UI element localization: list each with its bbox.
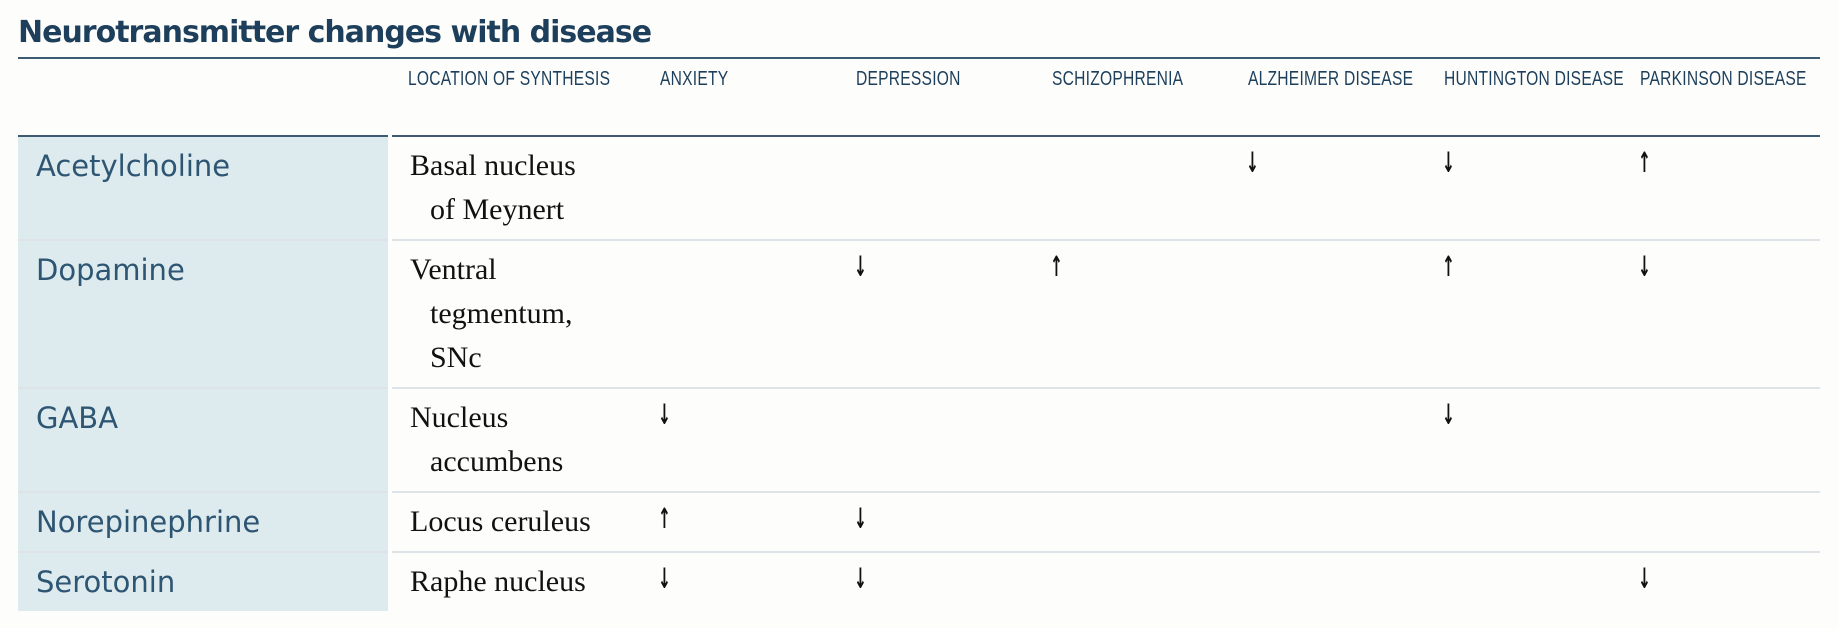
up-arrow-icon: ↑ xyxy=(1442,250,1455,283)
location-line: of Meynert xyxy=(430,193,565,226)
effect-cell-parkinson: ↓ xyxy=(1622,240,1820,388)
effect-cell-anxiety: ↑ xyxy=(642,492,838,552)
effect-cell-depression xyxy=(838,136,1034,240)
effect-cell-huntington xyxy=(1426,492,1622,552)
column-header-anxiety: ANXIETY xyxy=(660,68,729,90)
effect-cell-parkinson: ↑ xyxy=(1622,136,1820,240)
table-body: Acetylcholine Basal nucleus of Meynert ↓ ↓ ↑ D… xyxy=(18,136,1820,611)
effect-cell-alzheimer xyxy=(1230,552,1426,611)
effect-cell-huntington xyxy=(1426,552,1622,611)
location-line: Basal nucleus xyxy=(410,149,576,182)
table-row: GABA Nucleus accumbens ↓ ↓ xyxy=(18,388,1820,492)
location-line: tegmentum, xyxy=(430,297,573,330)
column-header-schizophrenia: SCHIZOPHRENIA xyxy=(1052,68,1184,90)
effect-cell-alzheimer xyxy=(1230,240,1426,388)
down-arrow-icon: ↓ xyxy=(1638,250,1651,283)
location-line: Nucleus xyxy=(410,401,509,434)
effect-cell-schizophrenia xyxy=(1034,552,1230,611)
location-of-synthesis-cell: Raphe nucleus xyxy=(390,552,642,611)
location-line: Ventral xyxy=(410,253,497,286)
effect-cell-depression: ↓ xyxy=(838,492,1034,552)
table-row: Serotonin Raphe nucleus ↓ ↓ ↓ xyxy=(18,552,1820,611)
column-header-parkinson: PARKINSON DISEASE xyxy=(1640,68,1807,90)
down-arrow-icon: ↓ xyxy=(1638,562,1651,595)
effect-cell-alzheimer xyxy=(1230,388,1426,492)
down-arrow-icon: ↓ xyxy=(1246,146,1259,179)
table-row: Acetylcholine Basal nucleus of Meynert ↓ ↓ ↑ xyxy=(18,136,1820,240)
down-arrow-icon: ↓ xyxy=(854,562,867,595)
effect-cell-parkinson: ↓ xyxy=(1622,552,1820,611)
effect-cell-schizophrenia xyxy=(1034,492,1230,552)
effect-cell-alzheimer: ↓ xyxy=(1230,136,1426,240)
up-arrow-icon: ↑ xyxy=(1050,250,1063,283)
effect-cell-anxiety xyxy=(642,136,838,240)
location-line: accumbens xyxy=(430,445,564,478)
down-arrow-icon: ↓ xyxy=(658,562,671,595)
neurotransmitter-name: Dopamine xyxy=(18,240,392,388)
effect-cell-parkinson xyxy=(1622,492,1820,552)
effect-cell-depression xyxy=(838,388,1034,492)
table-row: Dopamine Ventral tegmentum, SNc ↓ ↑ ↑ ↓ xyxy=(18,240,1820,388)
location-of-synthesis-cell: Basal nucleus of Meynert xyxy=(390,136,642,240)
effect-cell-depression: ↓ xyxy=(838,552,1034,611)
location-of-synthesis-cell: Locus ceruleus xyxy=(390,492,642,552)
page-title: Neurotransmitter changes with disease xyxy=(18,12,1820,59)
neurotransmitter-name: Norepinephrine xyxy=(18,492,392,552)
effect-cell-parkinson xyxy=(1622,388,1820,492)
neurotransmitter-table: LOCATION OF SYNTHESIS ANXIETY DEPRESSION… xyxy=(18,59,1820,611)
table-container: Neurotransmitter changes with disease LO… xyxy=(18,12,1820,611)
table-row: Norepinephrine Locus ceruleus ↑ ↓ xyxy=(18,492,1820,552)
column-header-depression: DEPRESSION xyxy=(856,68,961,90)
location-line: SNc xyxy=(430,341,482,374)
effect-cell-anxiety xyxy=(642,240,838,388)
down-arrow-icon: ↓ xyxy=(854,502,867,535)
location-line: Raphe nucleus xyxy=(410,565,586,598)
effect-cell-huntington: ↑ xyxy=(1426,240,1622,388)
location-line: Locus ceruleus xyxy=(410,505,591,538)
effect-cell-schizophrenia: ↑ xyxy=(1034,240,1230,388)
down-arrow-icon: ↓ xyxy=(658,398,671,431)
effect-cell-depression: ↓ xyxy=(838,240,1034,388)
effect-cell-alzheimer xyxy=(1230,492,1426,552)
column-header-location: LOCATION OF SYNTHESIS xyxy=(408,68,611,90)
neurotransmitter-name: GABA xyxy=(18,388,392,492)
effect-cell-huntington: ↓ xyxy=(1426,388,1622,492)
effect-cell-anxiety: ↓ xyxy=(642,388,838,492)
neurotransmitter-name: Serotonin xyxy=(18,552,392,611)
header-row: LOCATION OF SYNTHESIS ANXIETY DEPRESSION… xyxy=(18,59,1820,136)
column-header-blank xyxy=(18,59,390,136)
location-of-synthesis-cell: Ventral tegmentum, SNc xyxy=(390,240,642,388)
location-of-synthesis-cell: Nucleus accumbens xyxy=(390,388,642,492)
effect-cell-anxiety: ↓ xyxy=(642,552,838,611)
neurotransmitter-name: Acetylcholine xyxy=(18,136,392,240)
column-header-alzheimer: ALZHEIMER DISEASE xyxy=(1248,68,1414,90)
effect-cell-huntington: ↓ xyxy=(1426,136,1622,240)
up-arrow-icon: ↑ xyxy=(1638,146,1651,179)
down-arrow-icon: ↓ xyxy=(854,250,867,283)
effect-cell-schizophrenia xyxy=(1034,388,1230,492)
down-arrow-icon: ↓ xyxy=(1442,146,1455,179)
column-header-huntington: HUNTINGTON DISEASE xyxy=(1444,68,1624,90)
down-arrow-icon: ↓ xyxy=(1442,398,1455,431)
up-arrow-icon: ↑ xyxy=(658,502,671,535)
effect-cell-schizophrenia xyxy=(1034,136,1230,240)
